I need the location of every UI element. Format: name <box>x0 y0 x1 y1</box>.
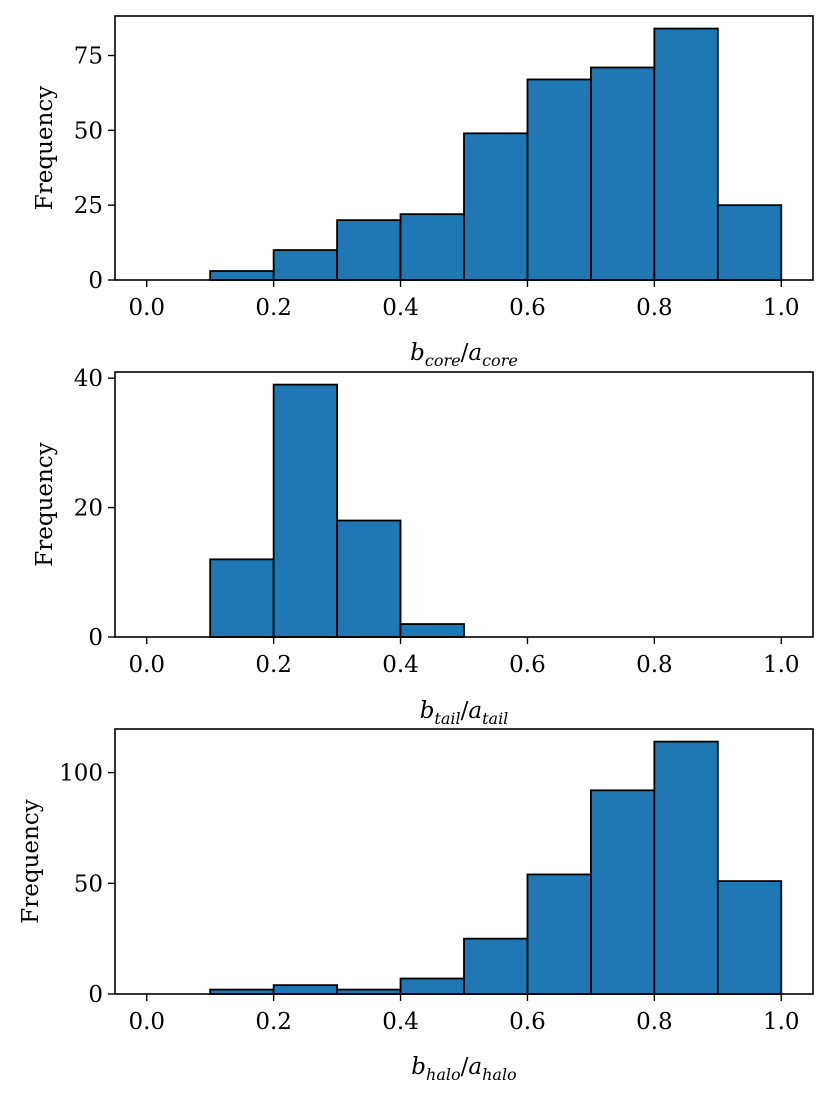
x-axis-label: bcore/acore <box>410 340 518 370</box>
y-tick-label: 0 <box>88 268 103 294</box>
x-tick-label: 0.2 <box>255 652 292 678</box>
y-tick-label: 100 <box>59 761 103 787</box>
y-tick-label: 25 <box>74 193 103 219</box>
histogram-bar <box>399 213 465 281</box>
x-tick-label: 0.0 <box>128 295 165 321</box>
x-tick-label: 0.0 <box>128 1009 165 1035</box>
histogram-bar <box>272 984 338 995</box>
x-tick-label: 0.4 <box>382 1009 419 1035</box>
x-tick-label: 0.2 <box>255 1009 292 1035</box>
x-tick-label: 0.6 <box>509 1009 546 1035</box>
x-axis-label: bhalo/ahalo <box>411 1054 516 1084</box>
x-tick-label: 0.0 <box>128 652 165 678</box>
y-tick-label: 75 <box>74 44 103 70</box>
x-axis-label-den-sub: halo <box>482 1065 517 1084</box>
x-axis-label-num: b <box>411 1054 426 1080</box>
x-axis-label-num: b <box>420 698 435 724</box>
x-tick-label: 1.0 <box>763 1009 800 1035</box>
histogram-bar <box>590 789 656 995</box>
histogram-bar <box>653 740 719 995</box>
y-tick-label: 50 <box>74 871 103 897</box>
x-tick-label: 1.0 <box>763 652 800 678</box>
histogram-bar <box>399 623 465 638</box>
panel-core: 0.0 0.2 0.4 0.6 0.8 1.00255075Frequencybcore/… <box>32 15 814 370</box>
histogram-bar <box>336 219 402 281</box>
x-axis-label-sep: / <box>461 340 469 366</box>
x-axis-label-sep: / <box>461 698 469 724</box>
x-axis-label-num-sub: core <box>425 351 461 370</box>
histogram-bar <box>399 977 465 995</box>
y-axis-label: Frequency <box>32 86 58 210</box>
x-tick-label: 0.8 <box>636 652 673 678</box>
histogram-bar <box>463 937 529 995</box>
histogram-bar <box>526 873 592 995</box>
x-axis-label-den: a <box>468 698 482 724</box>
histogram-bar <box>590 66 656 281</box>
x-tick-label: 0.8 <box>636 295 673 321</box>
y-tick-label: 50 <box>74 118 103 144</box>
x-axis-label-num: b <box>410 340 425 366</box>
x-axis-label: btail/atail <box>420 698 509 728</box>
x-tick-label: 0.4 <box>382 295 419 321</box>
x-axis-label-num-sub: tail <box>434 709 460 728</box>
y-tick-label: 40 <box>74 366 103 392</box>
histogram-bar <box>336 519 402 638</box>
panel-tail: 0.0 0.2 0.4 0.6 0.8 1.002040Frequencybtail/at… <box>32 366 814 728</box>
x-tick-label: 0.6 <box>509 295 546 321</box>
histogram-bar <box>209 558 275 638</box>
x-axis-label-den-sub: core <box>482 351 518 370</box>
histogram-bar <box>716 880 783 995</box>
x-axis-label-num-sub: halo <box>426 1065 461 1084</box>
x-axis-label-den-sub: tail <box>482 709 508 728</box>
histogram-bar <box>463 132 529 281</box>
axes-frame <box>114 15 814 281</box>
x-axis-label-den: a <box>468 1054 482 1080</box>
histogram-bar <box>272 383 338 638</box>
histogram-bar <box>209 270 275 281</box>
x-tick-label: 0.6 <box>509 652 546 678</box>
x-tick-label: 1.0 <box>763 295 800 321</box>
axes-frame <box>114 371 814 638</box>
y-tick-label: 0 <box>88 982 103 1008</box>
histogram-bar <box>526 78 592 281</box>
x-tick-label: 0.2 <box>255 295 292 321</box>
y-axis-label: Frequency <box>32 442 58 566</box>
x-axis-label-sep: / <box>461 1054 469 1080</box>
histogram-bar <box>716 204 783 281</box>
x-tick-label: 0.8 <box>636 1009 673 1035</box>
y-axis-label: Frequency <box>18 799 44 923</box>
histogram-bar <box>272 249 338 281</box>
x-tick-label: 0.4 <box>382 652 419 678</box>
y-tick-label: 0 <box>88 625 103 651</box>
x-axis-label-den: a <box>468 340 482 366</box>
histogram-bar <box>653 27 719 281</box>
y-tick-label: 20 <box>74 496 103 522</box>
panel-halo: 0.0 0.2 0.4 0.6 0.8 1.0050100Frequencybhalo/a… <box>18 728 814 1084</box>
axes-frame <box>114 728 814 995</box>
